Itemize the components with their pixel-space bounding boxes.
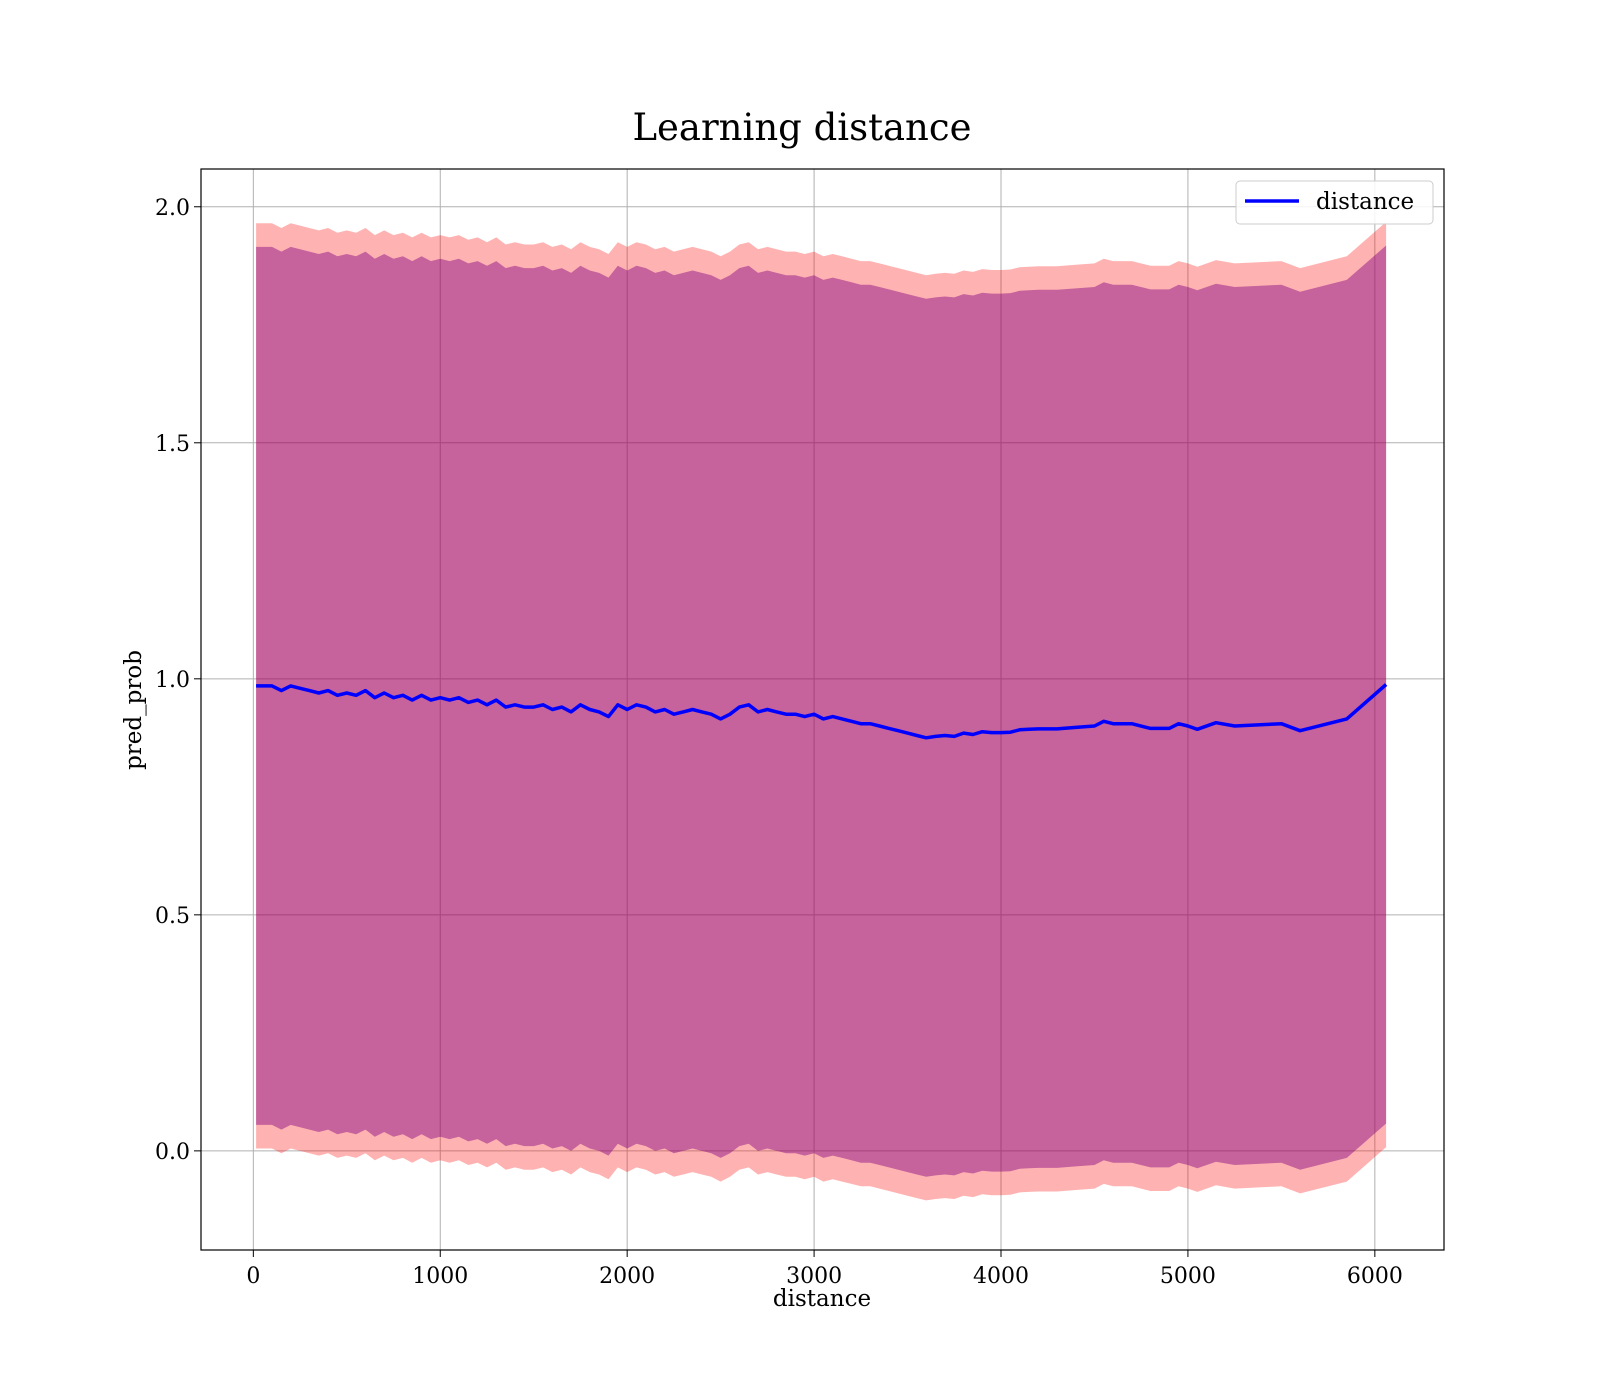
x-tick-label: 6000 [1347, 1264, 1403, 1289]
x-tick-label: 3000 [786, 1264, 842, 1289]
x-tick-label: 1000 [412, 1264, 468, 1289]
y-axis-label: pred_prob [121, 650, 147, 770]
y-tick-label: 1.0 [155, 668, 190, 693]
x-axis-label: distance [773, 1286, 871, 1312]
plot-frame [200, 168, 1445, 1251]
x-tick-label: 5000 [1160, 1264, 1216, 1289]
series-line-distance [256, 683, 1388, 740]
legend-label-distance: distance [1316, 189, 1414, 215]
x-tick-label: 0 [246, 1264, 260, 1289]
y-tick-label: 1.5 [155, 432, 190, 457]
grid [201, 169, 1444, 1250]
y-tick-label: 2.0 [155, 196, 190, 221]
x-tick-label: 2000 [599, 1264, 655, 1289]
x-tick-label: 4000 [973, 1264, 1029, 1289]
axis-ticks: 0 1000 2000 3000 4000 5000 6000 0.0 0.5 1.0 1.5 2.0 [155, 196, 1403, 1289]
y-tick-label: 0.5 [155, 904, 190, 929]
legend: distance [1235, 180, 1434, 225]
y-tick-label: 0.0 [155, 1140, 190, 1165]
series-lines [256, 683, 1388, 740]
band-outer [256, 221, 1387, 1201]
legend-box [1235, 180, 1434, 225]
confidence-bands [256, 221, 1387, 1201]
band-inner [256, 245, 1387, 1177]
chart-title: Learning distance [632, 106, 971, 149]
